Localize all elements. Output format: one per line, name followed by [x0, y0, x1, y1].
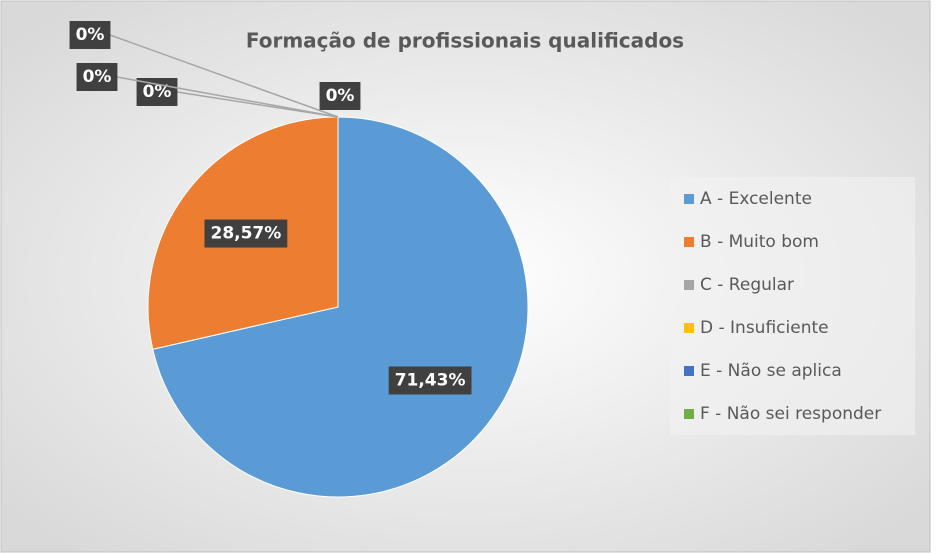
pie-slice	[152, 116, 529, 498]
leader-line	[109, 34, 339, 118]
legend-swatch	[684, 366, 694, 376]
data-label-box	[69, 21, 111, 49]
legend-label: C - Regular	[700, 275, 794, 295]
data-label: 0%	[326, 86, 355, 106]
legend-background	[670, 177, 915, 435]
data-label: 71,43%	[395, 370, 466, 390]
legend-label: E - Não se aplica	[700, 361, 842, 381]
data-label-box	[136, 78, 178, 106]
data-label-box	[388, 366, 472, 395]
legend-swatch	[684, 280, 694, 290]
legend-label: F - Não sei responder	[700, 404, 881, 424]
data-label: 28,57%	[210, 224, 281, 244]
legend-label: D - Insuficiente	[700, 318, 829, 338]
legend-label: B - Muito bom	[700, 232, 819, 252]
legend-swatch	[684, 323, 694, 333]
data-label-box	[204, 219, 288, 248]
leader-line	[116, 76, 339, 118]
legend-swatch	[684, 194, 694, 204]
data-label: 0%	[76, 25, 105, 45]
data-label-box	[76, 63, 118, 91]
data-label-box	[319, 82, 361, 110]
data-label: 0%	[143, 82, 172, 102]
legend-swatch	[684, 409, 694, 419]
legend-swatch	[684, 237, 694, 247]
chart-title: Formação de profissionais qualificados	[246, 29, 684, 53]
legend-label: A - Excelente	[700, 189, 812, 209]
data-label: 0%	[83, 67, 112, 87]
